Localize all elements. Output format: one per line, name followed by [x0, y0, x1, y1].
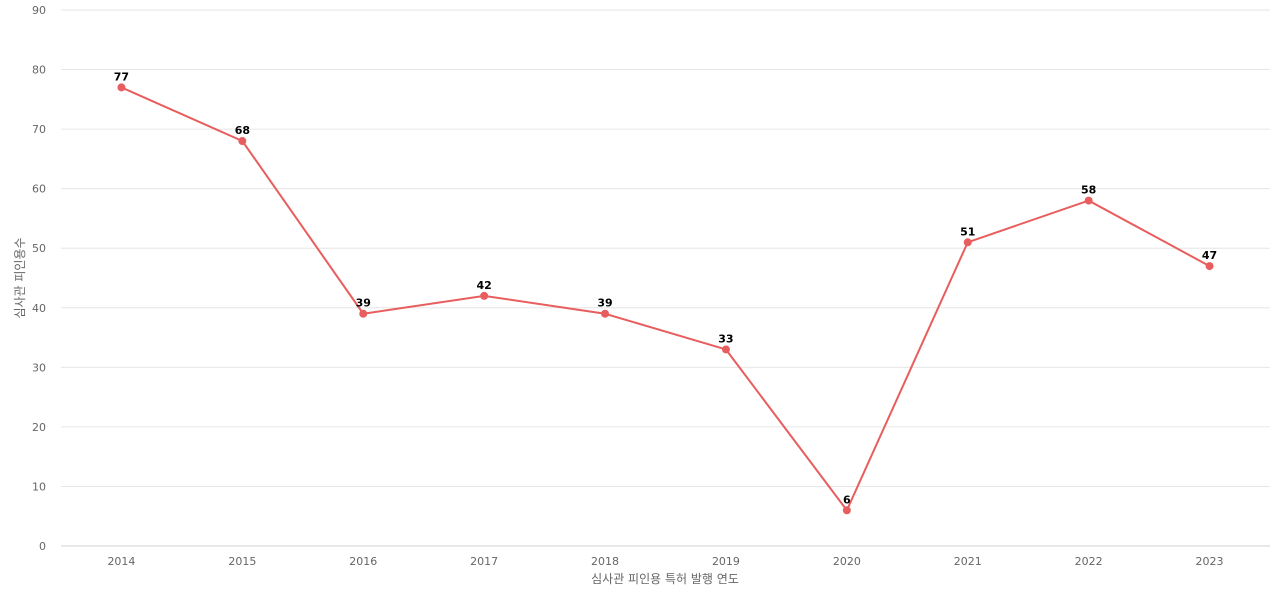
data-labels: 77 68 39 42 39 33 6 51 58 47	[114, 70, 1217, 506]
data-label: 42	[476, 279, 491, 292]
data-point[interactable]	[1205, 262, 1214, 271]
data-label: 51	[960, 225, 975, 238]
data-label: 58	[1081, 184, 1096, 197]
data-label: 39	[597, 297, 612, 310]
data-label: 68	[235, 124, 250, 137]
data-point[interactable]	[601, 309, 610, 318]
y-axis-ticks: 0 10 20 30 40 50 60 70 80 90	[32, 4, 46, 553]
data-point[interactable]	[963, 238, 972, 247]
x-tick-label: 2023	[1196, 555, 1224, 568]
x-tick-label: 2019	[712, 555, 740, 568]
data-label: 33	[718, 332, 733, 345]
y-tick-label: 20	[32, 421, 46, 434]
x-tick-label: 2014	[107, 555, 135, 568]
series-line	[121, 86, 1211, 513]
data-point[interactable]	[480, 291, 489, 300]
y-tick-label: 40	[32, 302, 46, 315]
x-tick-label: 2021	[954, 555, 982, 568]
grid-layer	[61, 9, 1270, 547]
x-tick-label: 2016	[349, 555, 377, 568]
data-label: 77	[114, 70, 129, 83]
data-point[interactable]	[721, 345, 730, 354]
y-axis-title: 심사관 피인용수	[13, 237, 27, 318]
x-tick-label: 2018	[591, 555, 619, 568]
data-point[interactable]	[842, 506, 851, 515]
y-tick-label: 10	[32, 480, 46, 493]
data-label: 47	[1202, 249, 1217, 262]
data-point[interactable]	[238, 137, 247, 146]
y-tick-label: 90	[32, 4, 46, 17]
y-tick-label: 80	[32, 64, 46, 77]
x-axis-title: 심사관 피인용 특허 발행 연도	[591, 571, 739, 586]
y-tick-label: 60	[32, 183, 46, 196]
y-tick-label: 70	[32, 123, 46, 136]
data-point[interactable]	[1084, 196, 1093, 205]
x-tick-label: 2020	[833, 555, 861, 568]
data-label: 6	[843, 493, 851, 506]
y-tick-label: 30	[32, 361, 46, 374]
data-label: 39	[356, 297, 371, 310]
data-point[interactable]	[117, 83, 126, 92]
x-tick-label: 2017	[470, 555, 498, 568]
x-axis-ticks: 2014 2015 2016 2017 2018 2019 2020 2021 2022 2023	[107, 555, 1223, 568]
data-point[interactable]	[359, 309, 368, 318]
x-tick-label: 2015	[228, 555, 256, 568]
y-tick-label: 0	[39, 540, 46, 553]
y-tick-label: 50	[32, 242, 46, 255]
series-layer	[117, 83, 1214, 515]
x-tick-label: 2022	[1075, 555, 1103, 568]
